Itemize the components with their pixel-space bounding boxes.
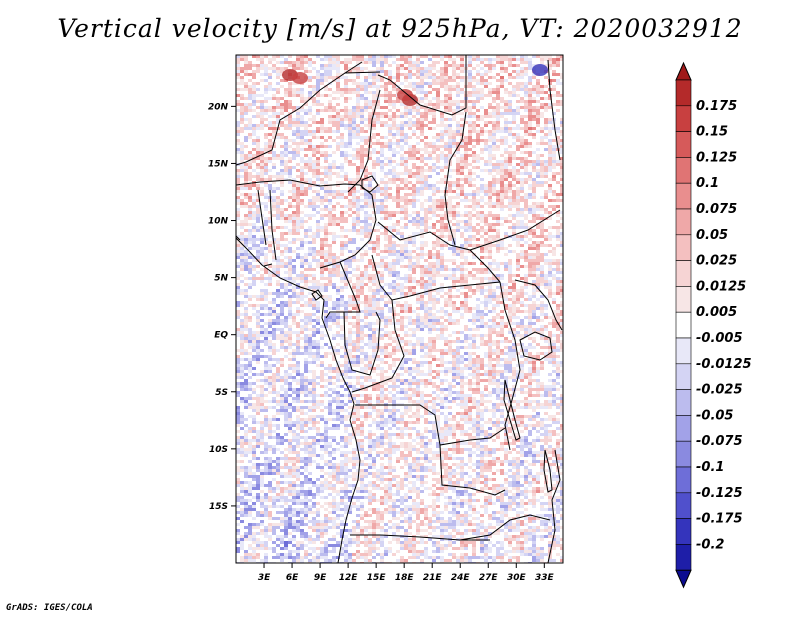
colorbar-label: 0.0125 bbox=[696, 279, 746, 294]
lat-tick-label: 15N bbox=[208, 159, 229, 169]
grads-credit: GrADS: IGES/COLA bbox=[6, 603, 93, 613]
lat-tick-label: EQ bbox=[214, 331, 228, 341]
border-chad-sudan bbox=[444, 111, 467, 246]
colorbar-segment bbox=[675, 182, 692, 210]
colorbar-label: -0.0125 bbox=[696, 357, 752, 372]
border-cameroon-south bbox=[325, 261, 361, 319]
border-car-north bbox=[377, 221, 501, 283]
border-benin bbox=[257, 189, 277, 261]
colorbar-label: -0.1 bbox=[696, 460, 724, 475]
border-zambia-south bbox=[459, 514, 551, 541]
lon-tick-label: 21E bbox=[423, 573, 443, 583]
lat-tick-label: 10N bbox=[208, 217, 229, 227]
colorbar-label: 0.175 bbox=[696, 99, 737, 114]
colorbar-segment bbox=[675, 131, 692, 158]
coastline-north bbox=[236, 235, 273, 267]
colorbar-label: -0.2 bbox=[696, 537, 724, 552]
colorbar-top-arrow bbox=[675, 61, 692, 81]
latitude-axis: 20N 15N 10N 5N EQ 5S 10S 15S bbox=[208, 102, 236, 512]
colorbar-segment bbox=[675, 337, 692, 365]
border-angola-drc bbox=[355, 404, 506, 446]
colorbar-label: 0.05 bbox=[696, 228, 728, 243]
border-mali-niger bbox=[236, 61, 363, 166]
colorbar-label: 0.125 bbox=[696, 150, 737, 165]
lon-tick-label: 24E bbox=[451, 573, 471, 583]
colorbar-segment bbox=[675, 157, 692, 184]
colorbar-label: 0.1 bbox=[696, 176, 719, 191]
border-uganda bbox=[514, 279, 563, 331]
colorbar-segment bbox=[675, 389, 692, 416]
border-sudan-south bbox=[469, 209, 561, 251]
colorbar-segment bbox=[675, 492, 692, 519]
lon-tick-label: 18E bbox=[395, 573, 415, 583]
colorbar-label: -0.175 bbox=[696, 512, 743, 527]
colorbar-label: -0.075 bbox=[696, 434, 743, 449]
map-panel: 3E 6E 9E 12E 15E 18E 21E 24E 27E 30E 33E 20N 15N 10N… bbox=[208, 54, 564, 583]
colorbar-label: 0.025 bbox=[696, 254, 737, 269]
lon-tick-label: 15E bbox=[367, 573, 387, 583]
map-title: Vertical velocity [m/s] at 925hPa, VT: 2… bbox=[57, 14, 743, 43]
colorbar-label: 0.075 bbox=[696, 202, 737, 217]
coastline bbox=[236, 237, 361, 563]
border-sudan-east bbox=[547, 59, 561, 161]
border-angola-zambia bbox=[439, 444, 506, 496]
border-car-south bbox=[371, 254, 501, 301]
lake-malawi bbox=[543, 449, 553, 493]
colorbar: 0.175 0.15 0.125 0.1 0.075 0.05 0.025 0.0125 0.0… bbox=[675, 61, 752, 589]
lat-tick-label: 15S bbox=[209, 502, 228, 512]
lon-tick-label: 6E bbox=[286, 573, 299, 583]
lat-tick-label: 5S bbox=[215, 388, 228, 398]
colorbar-segment bbox=[675, 208, 692, 236]
colorbar-segment bbox=[675, 466, 692, 494]
lon-tick-label: 3E bbox=[258, 573, 271, 583]
colorbar-segment bbox=[675, 544, 692, 571]
longitude-axis: 3E 6E 9E 12E 15E 18E 21E 24E 27E 30E 33E bbox=[258, 563, 555, 583]
border-nigeria-niger bbox=[236, 179, 361, 187]
map-frame bbox=[235, 54, 564, 564]
lat-tick-label: 10S bbox=[209, 445, 228, 455]
colorbar-segment bbox=[675, 415, 692, 442]
vertical-velocity-field bbox=[236, 55, 563, 563]
border-east-coast bbox=[547, 449, 561, 563]
lat-tick-label: 5N bbox=[214, 274, 228, 284]
island-bioko bbox=[311, 289, 323, 301]
colorbar-segment bbox=[675, 363, 692, 390]
lon-tick-label: 9E bbox=[314, 573, 327, 583]
border-drc-east bbox=[499, 281, 521, 451]
border-niger-chad bbox=[377, 55, 467, 116]
colorbar-segment bbox=[675, 286, 692, 313]
colorbar-segment bbox=[675, 234, 692, 261]
colorbar-label: -0.005 bbox=[696, 331, 743, 346]
colorbar-segment bbox=[675, 260, 692, 287]
lon-tick-label: 12E bbox=[339, 573, 359, 583]
border-north-1 bbox=[344, 71, 381, 74]
colorbar-label: 0.15 bbox=[696, 125, 728, 140]
lake-victoria bbox=[519, 331, 553, 361]
colorbar-label: 0.005 bbox=[696, 305, 737, 320]
lon-tick-label: 33E bbox=[535, 573, 555, 583]
colorbar-bottom-arrow bbox=[675, 569, 692, 589]
colorbar-label: -0.125 bbox=[696, 486, 743, 501]
country-borders bbox=[236, 55, 563, 563]
colorbar-label: -0.025 bbox=[696, 383, 743, 398]
lake-tanganyika bbox=[503, 379, 521, 441]
border-chad-west bbox=[347, 89, 381, 193]
colorbar-segment bbox=[675, 518, 692, 545]
lake-chad bbox=[361, 175, 379, 193]
colorbar-segment bbox=[675, 440, 692, 468]
colorbar-segment bbox=[675, 79, 692, 107]
lat-tick-label: 20N bbox=[208, 102, 229, 112]
border-angola-namibia bbox=[350, 534, 490, 541]
lon-tick-label: 27E bbox=[479, 573, 499, 583]
border-congo-drc bbox=[351, 299, 405, 393]
border-gabon bbox=[343, 311, 381, 376]
colorbar-label: -0.05 bbox=[696, 408, 733, 423]
colorbar-segment bbox=[675, 311, 692, 339]
lon-tick-label: 30E bbox=[507, 573, 527, 583]
colorbar-segment bbox=[675, 105, 692, 132]
